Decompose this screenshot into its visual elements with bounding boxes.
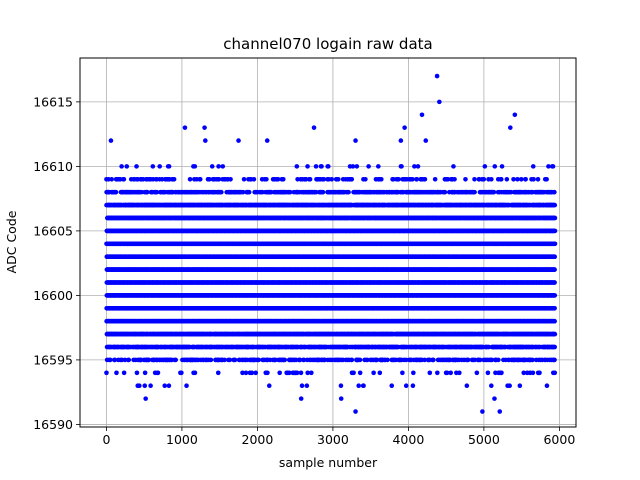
- data-point: [448, 370, 453, 376]
- data-points: [104, 73, 558, 414]
- data-point: [552, 344, 557, 350]
- data-point: [552, 370, 558, 376]
- data-point: [301, 357, 307, 363]
- data-point: [294, 370, 300, 376]
- data-point: [517, 383, 523, 389]
- data-point: [377, 370, 383, 376]
- data-point: [277, 370, 282, 376]
- data-point: [243, 370, 249, 376]
- data-point: [371, 370, 376, 376]
- data-point: [356, 383, 361, 389]
- data-point: [142, 370, 148, 376]
- data-point: [338, 383, 344, 389]
- data-point: [552, 331, 558, 337]
- data-point: [173, 357, 179, 363]
- data-point: [232, 357, 238, 363]
- data-point: [184, 383, 189, 389]
- data-point: [411, 370, 416, 376]
- data-point: [537, 370, 542, 376]
- data-point: [552, 357, 557, 363]
- data-point: [400, 370, 405, 376]
- data-point: [499, 370, 504, 376]
- data-point: [297, 357, 303, 363]
- data-point: [249, 370, 255, 376]
- data-point: [227, 357, 233, 363]
- data-point: [521, 370, 527, 376]
- data-point: [304, 383, 310, 389]
- data-point: [410, 383, 416, 389]
- data-point: [357, 370, 363, 376]
- data-point: [286, 370, 292, 376]
- data-point: [389, 383, 395, 389]
- data-point: [427, 370, 433, 376]
- data-point: [349, 357, 355, 363]
- data-point: [215, 370, 221, 376]
- data-point: [305, 370, 310, 376]
- data-point: [222, 357, 227, 363]
- data-point: [496, 357, 501, 363]
- data-point: [403, 383, 409, 389]
- data-point: [299, 383, 305, 389]
- data-point: [552, 293, 558, 298]
- data-point: [351, 370, 356, 376]
- data-point: [137, 383, 142, 389]
- data-point: [530, 357, 535, 363]
- data-point: [374, 357, 380, 363]
- data-point: [474, 370, 480, 376]
- data-point: [465, 357, 471, 363]
- data-point: [162, 383, 168, 389]
- data-point: [444, 370, 450, 376]
- data-point: [192, 370, 198, 376]
- data-point: [552, 306, 557, 311]
- data-point: [477, 357, 483, 363]
- data-point: [108, 357, 113, 363]
- data-point: [552, 318, 557, 324]
- data-point: [282, 357, 288, 363]
- data-point: [309, 370, 314, 376]
- data-point: [104, 370, 109, 376]
- data-point: [121, 370, 127, 376]
- data-point: [435, 370, 440, 376]
- data-point: [112, 357, 118, 363]
- data-point: [166, 383, 172, 389]
- data-point: [265, 370, 270, 376]
- data-point: [298, 370, 304, 376]
- data-point: [134, 370, 140, 376]
- data-point: [489, 357, 495, 363]
- data-point: [365, 357, 370, 363]
- data-point: [240, 370, 245, 376]
- data-point: [122, 357, 128, 363]
- data-point: [464, 383, 470, 389]
- data-point: [431, 357, 436, 363]
- data-point: [126, 357, 132, 363]
- data-point: [489, 383, 494, 389]
- data-point: [179, 370, 184, 376]
- data-point: [357, 357, 363, 363]
- data-point: [457, 370, 462, 376]
- data-point: [361, 383, 366, 389]
- data-point: [486, 344, 492, 350]
- data-point: [114, 370, 119, 376]
- data-point: [544, 383, 550, 389]
- data-point: [253, 370, 259, 376]
- data-point: [507, 383, 512, 389]
- data-point: [148, 383, 153, 389]
- data-point: [485, 370, 491, 376]
- data-point: [208, 357, 214, 363]
- data-point: [142, 383, 148, 389]
- data-point: [385, 357, 390, 363]
- data-point: [422, 357, 428, 363]
- data-point: [266, 383, 272, 389]
- data-point: [146, 357, 152, 363]
- data-point: [530, 370, 536, 376]
- data-point: [155, 370, 161, 376]
- data-point: [256, 357, 262, 363]
